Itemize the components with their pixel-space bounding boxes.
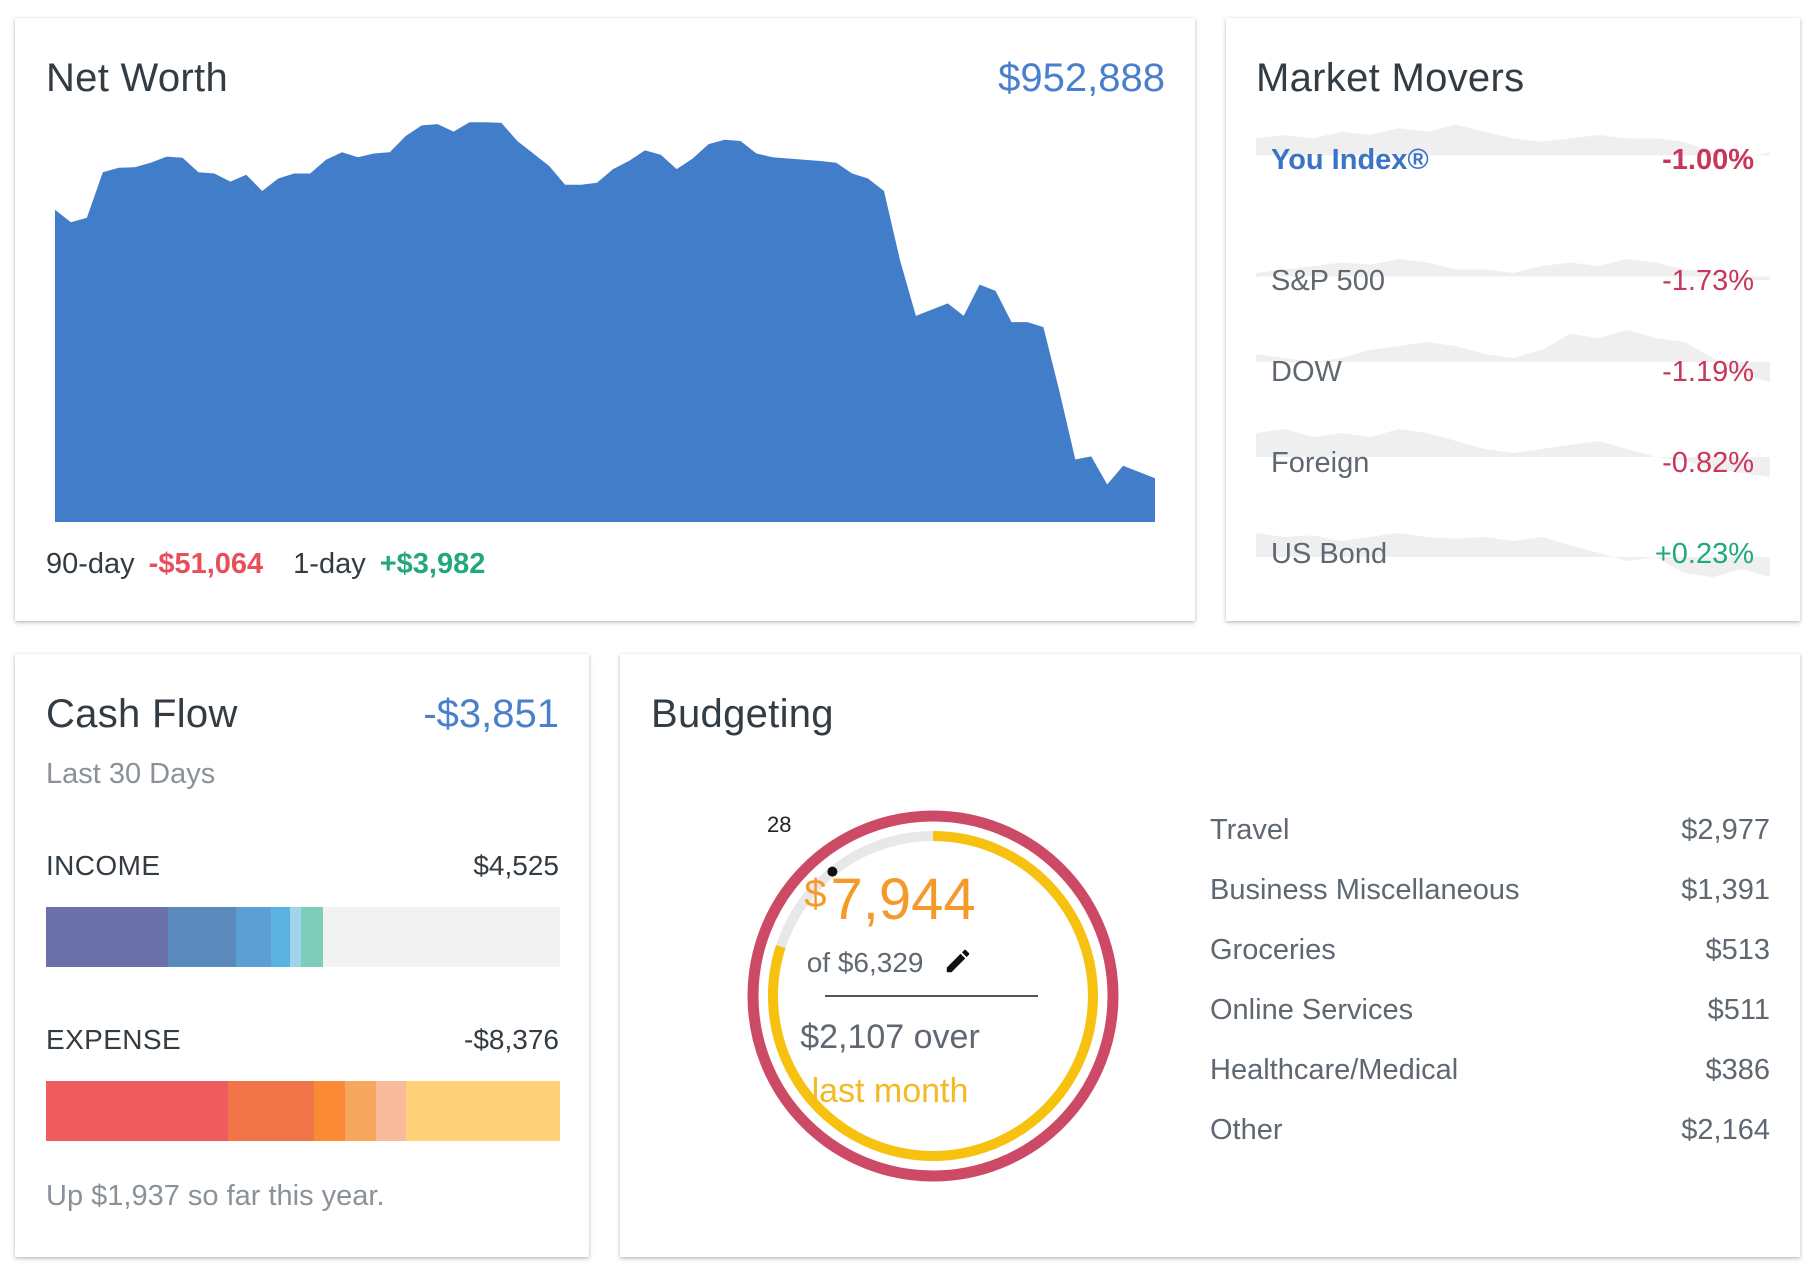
budget-over: $2,107 over: [800, 1018, 980, 1056]
market-name: US Bond: [1271, 538, 1388, 570]
market-sparkline: [1256, 330, 1770, 382]
bar-segment[interactable]: [46, 907, 169, 967]
bar-segment[interactable]: [314, 1081, 346, 1141]
budget-category-name: Travel: [1210, 814, 1290, 846]
expense-amount: -$8,376: [464, 1024, 559, 1055]
net-worth-chart: [55, 122, 1155, 522]
budget-category-amount: $2,164: [1681, 1114, 1770, 1146]
budget-category-amount: $511: [1707, 994, 1770, 1026]
budget-donut[interactable]: [620, 654, 1800, 1257]
cash-flow-value: -$3,851: [423, 692, 559, 736]
market-change: -1.19%: [1662, 356, 1754, 388]
net-worth-value: $952,888: [998, 56, 1165, 100]
bar-segment[interactable]: [405, 1081, 560, 1141]
market-movers-sparklines: [1256, 124, 1770, 577]
market-name: DOW: [1271, 356, 1342, 388]
budget-category-amount: $1,391: [1681, 874, 1770, 906]
period-1-label: 1-day: [293, 548, 366, 580]
budget-outer-ring: [747, 810, 1119, 1182]
budget-category-amount: $386: [1705, 1054, 1770, 1086]
budget-category-row[interactable]: Online Services $511: [1210, 994, 1770, 1027]
budget-category-row[interactable]: Healthcare/Medical $386: [1210, 1054, 1770, 1087]
bar-segment[interactable]: [46, 1081, 229, 1141]
bar-segment[interactable]: [236, 907, 272, 967]
market-change: +0.23%: [1654, 538, 1754, 570]
net-worth-title: Net Worth: [46, 56, 229, 100]
income-label: INCOME: [46, 850, 161, 881]
budget-category-name: Business Miscellaneous: [1210, 874, 1520, 906]
bar-segment[interactable]: [290, 907, 301, 967]
budget-category-name: Online Services: [1210, 994, 1414, 1026]
period-90-label: 90-day: [46, 548, 135, 580]
market-movers-title: Market Movers: [1256, 56, 1525, 100]
budget-category-row[interactable]: Business Miscellaneous $1,391: [1210, 874, 1770, 907]
bar-segment[interactable]: [168, 907, 237, 967]
budgeting-title: Budgeting: [651, 692, 834, 736]
net-worth-card[interactable]: Net Worth $952,888 90-day -$51,064 1-day +$…: [15, 18, 1195, 621]
market-movers-card[interactable]: Market Movers You Index® -1.00% S&P 500 …: [1226, 18, 1800, 621]
cash-flow-title: Cash Flow: [46, 692, 238, 736]
budget-category-row[interactable]: Other $2,164: [1210, 1114, 1770, 1147]
bar-segment[interactable]: [345, 1081, 376, 1141]
budget-total: of $6,329: [740, 946, 1040, 979]
budget-category-name: Groceries: [1210, 934, 1336, 966]
expense-label: EXPENSE: [46, 1024, 182, 1055]
market-change: -1.73%: [1662, 265, 1754, 297]
bar-segment[interactable]: [228, 1081, 315, 1141]
budget-category-row[interactable]: Travel $2,977: [1210, 814, 1770, 847]
market-name: Foreign: [1271, 447, 1370, 479]
budgeting-card[interactable]: Budgeting 28 $7,944 of $6,329 $2,107 ove…: [620, 654, 1800, 1257]
period-1-change: +$3,982: [379, 548, 486, 580]
budget-category-name: Healthcare/Medical: [1210, 1054, 1459, 1086]
cash-flow-card[interactable]: Cash Flow -$3,851 Last 30 Days INCOME $4…: [15, 654, 589, 1257]
market-sparkline: [1256, 259, 1770, 280]
bar-segment[interactable]: [300, 907, 323, 967]
budget-currency: $: [804, 872, 827, 916]
budget-spent: $7,944: [740, 866, 1040, 933]
last-month-link[interactable]: last month: [811, 1072, 969, 1110]
budget-progress-arc: [767, 831, 1098, 1161]
budget-category-row[interactable]: Groceries $513: [1210, 934, 1770, 967]
market-sparkline: [1256, 429, 1770, 477]
period-90-change: -$51,064: [148, 548, 264, 580]
market-name: You Index®: [1271, 144, 1429, 176]
cash-flow-note: Up $1,937 so far this year.: [46, 1180, 385, 1212]
day-marker-label: 28: [767, 812, 792, 837]
bar-segment[interactable]: [375, 1081, 406, 1141]
budget-category-amount: $513: [1705, 934, 1770, 966]
market-sparkline: [1256, 124, 1770, 159]
income-amount: $4,525: [473, 850, 559, 881]
day-marker-dot: [827, 866, 838, 877]
budget-category-name: Other: [1210, 1114, 1283, 1146]
expense-bar[interactable]: [46, 1081, 560, 1141]
cash-flow-period: Last 30 Days: [46, 758, 216, 790]
net-worth-area[interactable]: [55, 122, 1155, 522]
market-change: -0.82%: [1662, 447, 1754, 479]
net-worth-footer: 90-day -$51,064 1-day +$3,982: [46, 548, 485, 581]
bar-segment[interactable]: [271, 907, 291, 967]
budget-total-label: of $6,329: [806, 947, 924, 978]
income-bar[interactable]: [46, 907, 560, 967]
budget-category-amount: $2,977: [1681, 814, 1770, 846]
pencil-icon[interactable]: [943, 946, 973, 976]
market-sparkline: [1256, 533, 1770, 577]
market-change: -1.00%: [1662, 144, 1754, 176]
market-name: S&P 500: [1271, 265, 1385, 297]
budget-spent-amount: 7,944: [830, 867, 976, 932]
